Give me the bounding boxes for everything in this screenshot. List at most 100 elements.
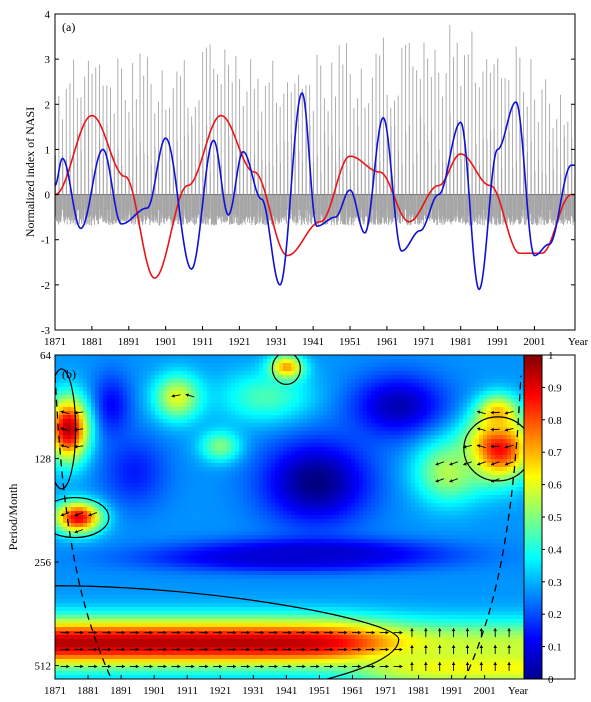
heatmap-cell [151,599,156,604]
heatmap-cell [71,559,76,564]
heatmap-cell [203,571,208,576]
heatmap-cell [91,359,96,364]
heatmap-cell [207,647,212,652]
heatmap-cell [143,419,148,424]
heatmap-cell [63,663,68,668]
heatmap-cell [103,607,108,612]
heatmap-cell [79,403,84,408]
heatmap-cell [83,559,88,564]
heatmap-cell [71,659,76,664]
heatmap-cell [59,407,64,412]
heatmap-cell [107,411,112,416]
heatmap-cell [59,659,64,664]
heatmap-cell [195,543,200,548]
heatmap-cell [131,559,136,564]
heatmap-cell [115,663,120,668]
heatmap-cell [95,471,100,476]
heatmap-cell [187,559,192,564]
heatmap-cell [99,627,104,632]
heatmap-cell [55,627,60,632]
heatmap-cell [127,387,132,392]
heatmap-cell [183,471,188,476]
heatmap-cell [195,527,200,532]
heatmap-cell [139,515,144,520]
heatmap-cell [127,519,132,524]
heatmap-cell [179,519,184,524]
heatmap-cell [159,599,164,604]
heatmap-cell [99,359,104,364]
heatmap-cell [111,391,116,396]
heatmap-cell [211,539,216,544]
heatmap-cell [155,415,160,420]
heatmap-cell [151,427,156,432]
heatmap-cell [123,563,128,568]
heatmap-cell [163,391,168,396]
heatmap-cell [99,543,104,548]
heatmap-cell [87,359,92,364]
heatmap-cell [191,515,196,520]
heatmap-cell [167,507,172,512]
heatmap-cell [127,551,132,556]
heatmap-cell [107,603,112,608]
heatmap-cell [115,491,120,496]
heatmap-cell [103,603,108,608]
heatmap-cell [71,539,76,544]
heatmap-cell [99,475,104,480]
heatmap-cell [179,571,184,576]
heatmap-cell [167,663,172,668]
heatmap-cell [155,435,160,440]
heatmap-cell [87,455,92,460]
heatmap-cell [155,507,160,512]
heatmap-cell [103,427,108,432]
x-tick-label-a: 1971 [413,336,435,348]
heatmap-cell [199,523,204,528]
heatmap-cell [123,483,128,488]
heatmap-cell [107,611,112,616]
heatmap-cell [139,459,144,464]
heatmap-cell [131,659,136,664]
heatmap-cell [63,603,68,608]
heatmap-cell [147,507,152,512]
heatmap-cell [151,535,156,540]
heatmap-cell [183,459,188,464]
heatmap-cell [155,379,160,384]
heatmap-cell [75,543,80,548]
heatmap-cell [71,511,76,516]
heatmap-cell [211,571,216,576]
heatmap-cell [211,427,216,432]
heatmap-cell [87,499,92,504]
heatmap-cell [63,359,68,364]
heatmap-cell [59,587,64,592]
heatmap-cell [151,655,156,660]
heatmap-cell [187,635,192,640]
heatmap-cell [191,463,196,468]
heatmap-cell [135,439,140,444]
heatmap-cell [119,431,124,436]
heatmap-cell [167,571,172,576]
heatmap-cell [171,439,176,444]
heatmap-cell [63,619,68,624]
heatmap-cell [207,503,212,508]
heatmap-cell [119,415,124,420]
heatmap-cell [187,487,192,492]
heatmap-cell [87,667,92,672]
heatmap-cell [123,467,128,472]
heatmap-cell [191,443,196,448]
heatmap-cell [151,395,156,400]
heatmap-cell [143,567,148,572]
heatmap-cell [79,583,84,588]
heatmap-cell [127,363,132,368]
heatmap-cell [163,639,168,644]
heatmap-cell [135,415,140,420]
heatmap-cell [151,479,156,484]
heatmap-cell [119,463,124,468]
heatmap-cell [199,575,204,580]
heatmap-cell [79,543,84,548]
heatmap-cell [119,495,124,500]
heatmap-cell [99,515,104,520]
heatmap-cell [131,371,136,376]
heatmap-cell [195,463,200,468]
heatmap-cell [59,675,64,679]
heatmap-cell [191,379,196,384]
heatmap-cell [171,591,176,596]
